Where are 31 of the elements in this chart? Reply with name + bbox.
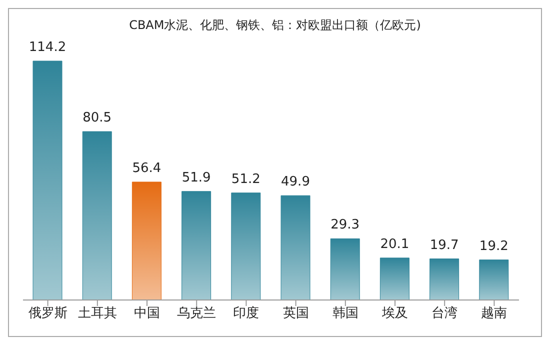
- x-tick-label: 乌克兰: [177, 306, 216, 322]
- data-label: 51.9: [182, 170, 211, 186]
- x-tick-label: 台湾: [432, 305, 458, 322]
- bar: [182, 191, 212, 300]
- bar: [479, 260, 509, 300]
- data-label: 19.7: [430, 238, 459, 253]
- data-label: 51.2: [231, 172, 260, 187]
- chart-title: CBAM水泥、化肥、钢铁、铝：对欧盟出口额（亿欧元): [128, 17, 422, 34]
- bar: [32, 60, 62, 300]
- bar: [132, 182, 162, 300]
- x-tick-label: 俄罗斯: [28, 306, 68, 322]
- x-tick-label: 英国: [282, 306, 309, 322]
- bar: [280, 195, 310, 300]
- data-label: 29.3: [330, 218, 360, 233]
- bar: [430, 258, 460, 300]
- x-tick-label: 印度: [233, 305, 260, 322]
- bar: [82, 131, 112, 300]
- x-tick-label: 埃及: [381, 306, 408, 322]
- bar: [231, 192, 261, 300]
- x-tick-label: 越南: [481, 306, 508, 322]
- x-tick-label: 土耳其: [78, 306, 117, 322]
- data-label: 49.9: [281, 174, 310, 190]
- bar: [380, 258, 410, 300]
- data-label: 80.5: [82, 110, 112, 126]
- data-label: 56.4: [132, 160, 162, 176]
- x-tick-label: 中国: [134, 306, 160, 322]
- data-label: 19.2: [479, 238, 508, 254]
- x-tick-label: 韩国: [332, 306, 358, 322]
- data-label: 114.2: [28, 40, 66, 55]
- bar: [330, 238, 360, 300]
- data-label: 20.1: [380, 236, 410, 252]
